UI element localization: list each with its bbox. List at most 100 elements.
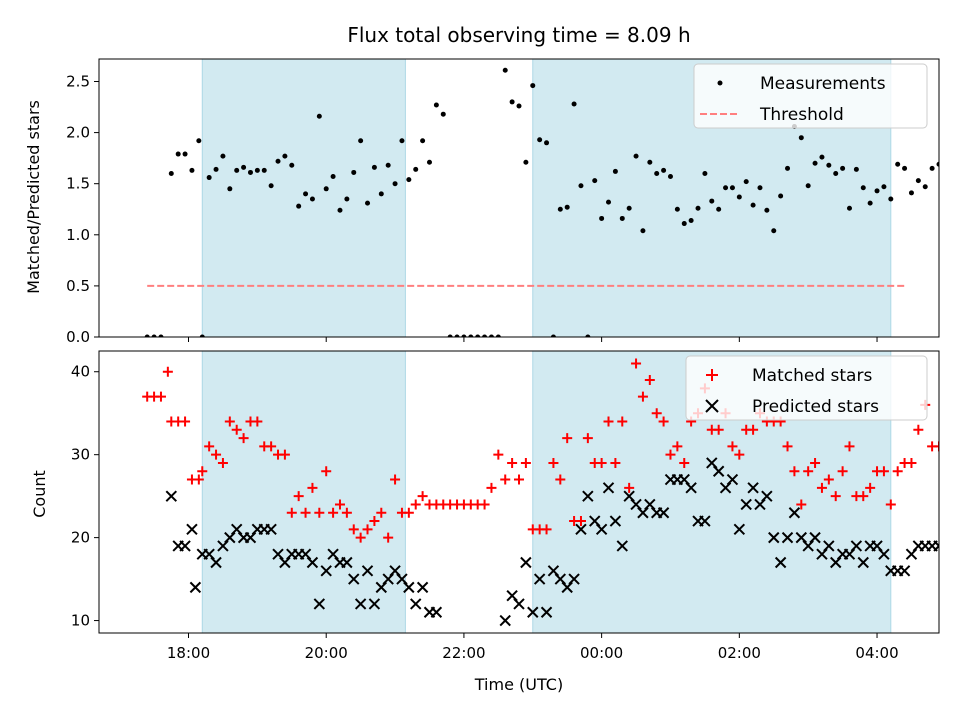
matched-stars-point: [934, 441, 939, 452]
predicted-stars-point: [595, 523, 608, 536]
measurement-point: [881, 184, 887, 190]
predicted-stars-point: [955, 508, 960, 518]
measurement-point: [399, 138, 405, 144]
measurement-point: [867, 200, 873, 206]
ratio-axis-label: Matched/Predicted stars: [24, 100, 43, 294]
matched-stars-point: [307, 482, 318, 493]
predicted-stars-point: [403, 581, 415, 594]
measurement-point: [220, 153, 226, 159]
measurement-point: [592, 178, 598, 184]
measurement-point: [296, 203, 302, 209]
legend-label: Predicted stars: [752, 397, 879, 417]
matched-stars-point: [823, 474, 834, 485]
measurement-point: [385, 162, 391, 168]
predicted-stars-point: [657, 507, 670, 519]
matched-stars-point: [541, 524, 552, 535]
matched-stars-point: [727, 441, 738, 452]
measurement-point: [654, 170, 660, 176]
measurement-point: [915, 178, 921, 184]
predicted-stars-point: [616, 540, 628, 552]
matched-stars-point: [193, 474, 204, 485]
matched-stars-point: [266, 441, 277, 452]
measurement-point: [757, 185, 763, 191]
matched-stars-point: [217, 457, 228, 468]
predicted-stars-point: [306, 556, 319, 569]
predicted-stars-point: [179, 540, 191, 552]
predicted-stars-point: [857, 556, 869, 569]
predicted-stars-point: [602, 482, 615, 494]
matched-stars-point: [789, 466, 800, 477]
matched-stars-point: [713, 424, 724, 435]
measurement-point: [833, 170, 839, 176]
measurement-point: [206, 175, 212, 181]
measurement-point: [495, 334, 501, 337]
y-tick-label: 1.0: [66, 226, 90, 244]
measurement-point: [550, 334, 556, 337]
measurement-point: [619, 215, 625, 221]
matched-stars-point: [204, 441, 215, 452]
matched-stars-point: [651, 408, 662, 419]
measurement-point: [537, 137, 543, 143]
matched-stars-point: [617, 416, 628, 427]
measurement-point: [723, 185, 729, 191]
measurement-point: [798, 135, 804, 141]
measurement-point: [695, 205, 701, 211]
measurement-point: [564, 204, 570, 210]
matched-stars-point: [803, 466, 814, 477]
measurement-point: [778, 193, 784, 199]
y-tick-label: 2.0: [66, 124, 90, 142]
matched-stars-point: [878, 466, 889, 477]
matched-stars-point: [410, 499, 421, 510]
matched-stars-point: [748, 424, 759, 435]
predicted-stars-point: [699, 515, 711, 527]
y-tick-label: 20: [71, 529, 90, 547]
measurement-point: [440, 111, 446, 117]
plot-area: [144, 59, 955, 337]
measurement-point: [812, 160, 818, 166]
measurement-point: [454, 334, 460, 337]
measurement-point: [950, 205, 955, 210]
matched-stars-point: [603, 416, 614, 427]
matched-stars-point: [892, 466, 903, 477]
matched-stars-point: [369, 516, 380, 527]
measurement-point: [309, 196, 315, 202]
measurement-point: [888, 196, 894, 202]
measurement-point: [351, 169, 357, 175]
measurement-point: [189, 167, 195, 173]
predicted-stars-point: [540, 606, 553, 618]
time-axis-label: Time (UTC): [474, 675, 563, 694]
matched-stars-point: [582, 433, 593, 444]
measurement-point: [585, 334, 591, 337]
matched-stars-point: [314, 507, 325, 518]
matched-stars-point: [224, 416, 235, 427]
measurement-point: [785, 165, 791, 171]
measurement-point: [482, 334, 488, 337]
measurement-point: [413, 166, 419, 172]
y-tick-label: 30: [71, 446, 90, 464]
measurement-point: [151, 334, 157, 337]
matched-stars-point: [575, 516, 586, 527]
measurement-point: [709, 198, 715, 204]
matched-stars-point: [376, 507, 387, 518]
observing-window: [201, 59, 406, 337]
measurement-point: [213, 166, 219, 172]
measurement-point: [826, 162, 832, 168]
predicted-stars-point: [768, 531, 780, 544]
matched-stars-point: [155, 391, 166, 402]
predicted-stars-point: [712, 465, 725, 477]
matched-stars-point: [252, 416, 263, 427]
predicted-stars-point: [878, 548, 890, 560]
matched-stars-point: [858, 491, 869, 502]
measurement-point: [599, 215, 605, 221]
measurement-point: [674, 206, 680, 212]
measurement-point: [688, 217, 694, 223]
measurement-point: [234, 167, 240, 173]
measurement-point: [365, 200, 371, 206]
chart-title: Flux total observing time = 8.09 h: [347, 23, 690, 47]
measurement-point: [743, 179, 749, 185]
measurement-point: [819, 154, 825, 160]
count-axis-label: Count: [30, 470, 49, 518]
predicted-stars-point: [747, 482, 759, 494]
matched-stars-point: [328, 507, 339, 518]
